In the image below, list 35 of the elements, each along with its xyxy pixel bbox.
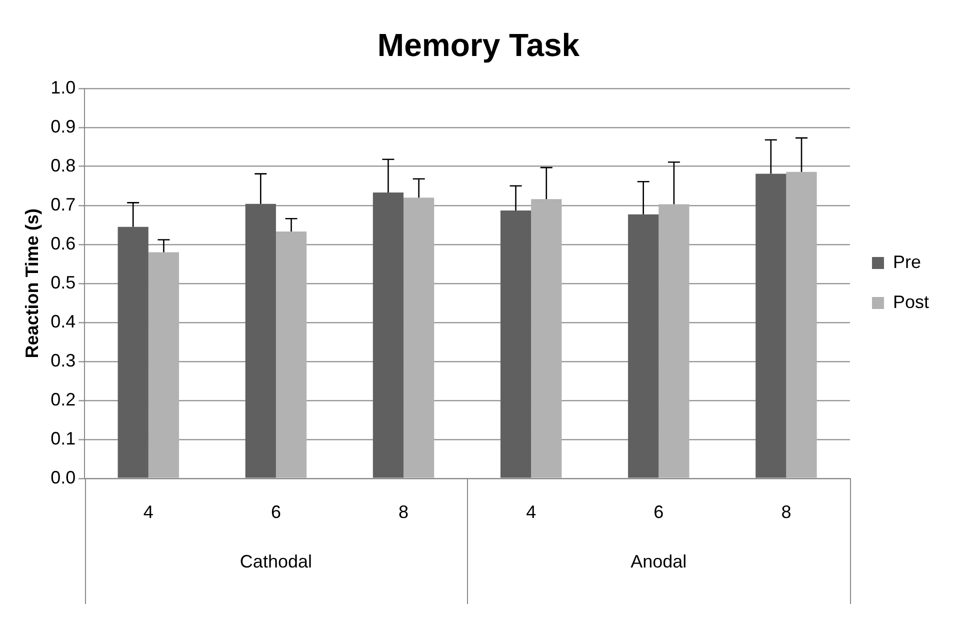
y-tick-label: 0.4 [50, 311, 76, 332]
x-tick-label: 4 [526, 502, 536, 522]
bar [118, 226, 148, 478]
bar [786, 172, 817, 478]
bar [531, 199, 562, 478]
bar [276, 232, 307, 478]
y-axis-title: Reaction Time (s) [22, 208, 42, 358]
y-tick-label: 0.3 [50, 350, 76, 370]
text: Cathodal [240, 551, 312, 572]
x-tick-label: 8 [781, 502, 792, 522]
y-tick-label: 0.0 [50, 467, 76, 488]
x-tick-label: 6 [270, 502, 281, 522]
text: Anodal [630, 551, 687, 572]
bar [404, 198, 434, 478]
y-tick-label: 0.9 [50, 116, 76, 136]
x-tick-label: 4 [143, 502, 154, 522]
chart-title: Memory Task [377, 27, 580, 64]
legend-label: Pre [892, 252, 921, 272]
y-tick-label: 0.5 [50, 272, 76, 292]
bar [372, 192, 404, 478]
bar [658, 204, 690, 478]
y-tick-label: 0.1 [50, 428, 76, 448]
legend-label: Post [892, 292, 930, 312]
bar [628, 214, 659, 478]
bar [756, 174, 786, 478]
y-tick-label: 1.0 [50, 77, 76, 98]
y-tick-label: 0.6 [50, 233, 76, 254]
x-tick-label: 6 [654, 502, 664, 522]
y-tick-label: 0.8 [50, 155, 76, 176]
bar [245, 204, 276, 478]
y-tick-label: 0.7 [50, 194, 76, 214]
bar [148, 252, 180, 478]
bar [500, 210, 532, 478]
x-tick-label: 8 [398, 502, 409, 522]
y-tick-label: 0.2 [50, 389, 76, 410]
